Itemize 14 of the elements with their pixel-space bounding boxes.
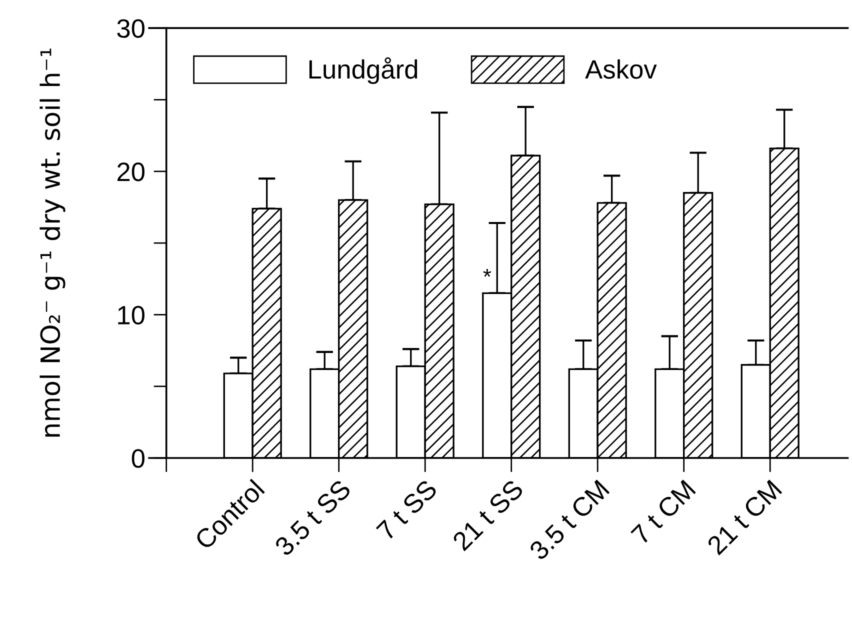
y-tick-label: 10 (118, 306, 144, 325)
y-tick-label: 0 (132, 449, 144, 468)
x-tick-label: 3.5 t CM (528, 479, 610, 561)
annotation: * (483, 269, 492, 277)
legend-label: Askov (585, 59, 657, 79)
y-tick-label: 20 (117, 162, 144, 182)
x-tick-label: 3.5 t SS (274, 478, 352, 557)
x-tick-label: 7 t CM (630, 479, 696, 546)
x-tick-label: 7 t SS (376, 478, 438, 542)
y-axis-title: nmol NO₂⁻ g⁻¹ dry wt. soil h⁻¹ (40, 48, 66, 437)
x-tick-label: 21 t SS (452, 478, 524, 552)
legend-label: Lundgård (309, 57, 418, 84)
y-tick-label: 30 (117, 19, 144, 38)
x-tick-label: 21 t CM (706, 479, 782, 556)
